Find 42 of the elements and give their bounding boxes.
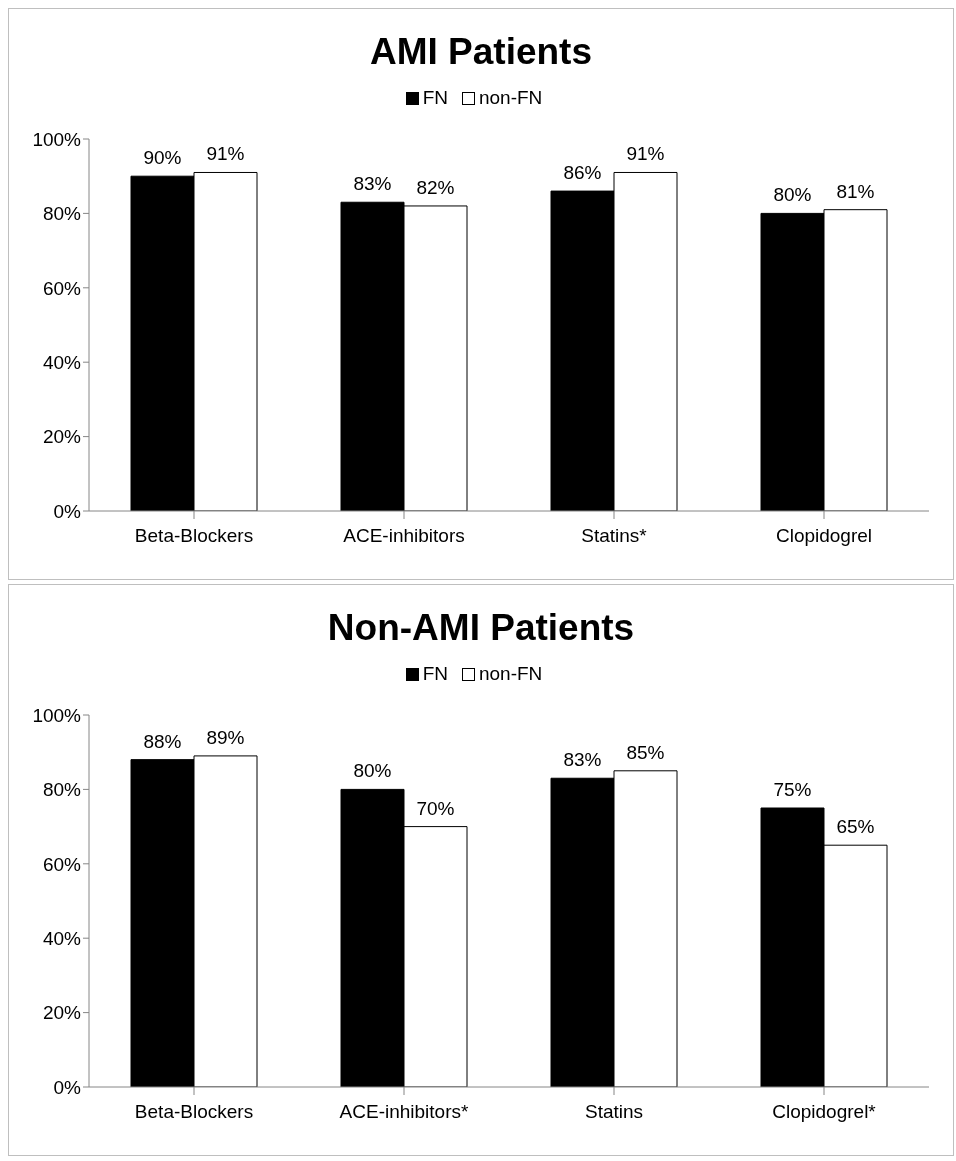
data-label: 81%	[836, 180, 875, 202]
legend-label: FN	[421, 87, 448, 109]
x-tick-label: Beta-Blockers	[134, 1101, 254, 1123]
data-label: 89%	[206, 726, 245, 748]
chart-title: AMI Patients	[368, 31, 593, 74]
data-label: 85%	[626, 741, 665, 763]
x-tick-label: Beta-Blockers	[134, 525, 254, 547]
x-tick-label: ACE-inhibitors	[343, 525, 465, 547]
data-label: 91%	[206, 143, 245, 165]
y-tick-label: 60%	[42, 277, 82, 299]
data-label: 80%	[353, 760, 392, 782]
data-label: 83%	[353, 173, 392, 195]
data-label: 82%	[416, 176, 455, 198]
data-label: 90%	[143, 147, 182, 169]
chart-title: Non-AMI Patients	[326, 607, 636, 650]
y-tick-label: 0%	[53, 1076, 82, 1098]
x-tick-label: Statins	[584, 1101, 644, 1123]
y-tick-label: 100%	[32, 128, 82, 150]
y-tick-label: 40%	[42, 927, 82, 949]
x-tick-label: Clopidogrel*	[772, 1101, 877, 1123]
data-label: 91%	[626, 143, 665, 165]
data-label: 83%	[563, 749, 602, 771]
y-tick-label: 100%	[32, 704, 82, 726]
y-tick-label: 20%	[42, 1002, 82, 1024]
data-label: 88%	[143, 730, 182, 752]
y-tick-label: 0%	[53, 500, 82, 522]
legend-label: FN	[421, 663, 448, 685]
y-tick-label: 20%	[42, 426, 82, 448]
x-tick-label: ACE-inhibitors*	[339, 1101, 470, 1123]
y-tick-label: 80%	[42, 779, 82, 801]
data-label: 75%	[773, 779, 812, 800]
y-tick-label: 40%	[42, 351, 82, 373]
data-label: 70%	[416, 797, 455, 819]
x-tick-label: Statins*	[581, 525, 648, 547]
x-tick-label: Clopidogrel	[775, 525, 873, 547]
y-tick-label: 80%	[42, 203, 82, 225]
data-label: 80%	[773, 184, 812, 206]
legend-label: non-FN	[478, 87, 543, 109]
legend-label: non-FN	[478, 663, 543, 685]
data-label: 86%	[563, 162, 602, 184]
y-tick-label: 60%	[42, 853, 82, 875]
data-label: 65%	[836, 816, 875, 838]
